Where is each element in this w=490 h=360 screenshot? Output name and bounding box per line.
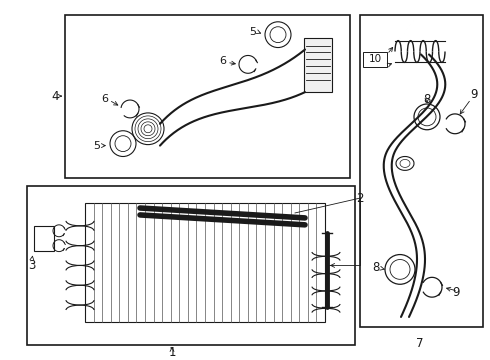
Text: 3: 3 (28, 259, 36, 272)
Text: 6: 6 (101, 94, 108, 104)
Bar (360, 15, 483, 327)
Text: 8: 8 (372, 261, 380, 274)
Bar (304, 38, 332, 92)
Bar (85, 203, 325, 322)
Bar (363, 51, 387, 67)
Text: 9: 9 (452, 286, 460, 299)
Text: 4: 4 (51, 90, 59, 103)
Text: 6: 6 (219, 57, 226, 66)
Bar (34, 226, 54, 251)
Text: 8: 8 (423, 93, 431, 105)
Text: 10: 10 (368, 54, 382, 64)
Bar (65, 15, 350, 178)
Text: 1: 1 (168, 346, 176, 359)
Text: 9: 9 (470, 87, 478, 100)
Text: 5: 5 (249, 27, 256, 37)
Text: 7: 7 (416, 337, 424, 350)
Text: 2: 2 (356, 192, 364, 204)
Text: 5: 5 (93, 141, 100, 150)
Bar (27, 186, 355, 345)
